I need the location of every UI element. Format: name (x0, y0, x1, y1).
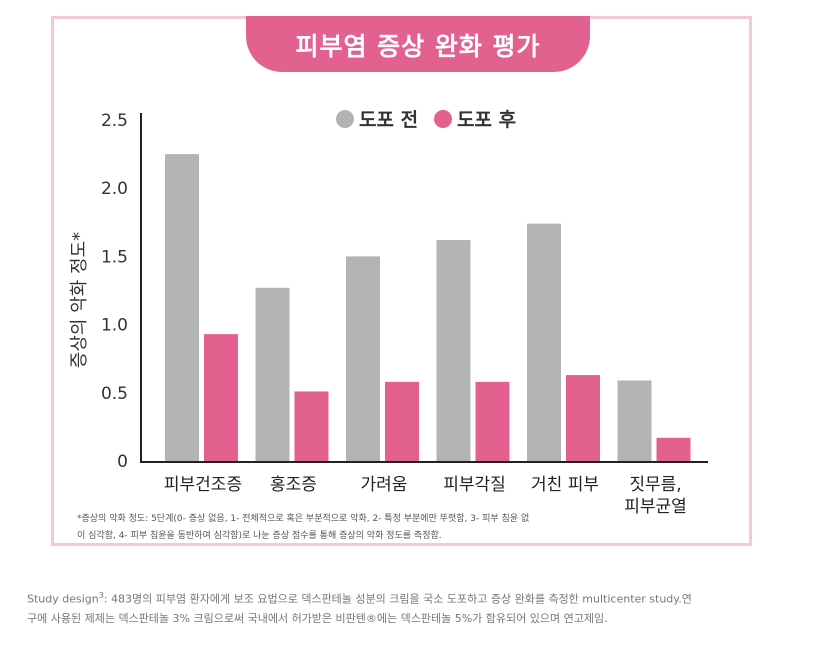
legend-label: 도포 전 (359, 109, 418, 131)
bar-after (475, 381, 510, 461)
study-prefix: Study design (27, 592, 99, 606)
x-tick-label: 가려움 (361, 475, 408, 495)
y-tick-label: 0 (117, 452, 128, 472)
bar-before (165, 154, 199, 461)
study-line-1-text: : 483명의 피부염 환자에게 보조 요법으로 덱스판테놀 성분의 크림을 국… (103, 592, 692, 606)
bar-after (385, 381, 419, 461)
x-tick-label: 짓무름, (629, 475, 681, 495)
study-design-note: Study design3: 483명의 피부염 환자에게 보조 요법으로 덱스… (27, 586, 797, 628)
bar-after (294, 391, 329, 461)
y-tick-label: 0.5 (101, 384, 128, 404)
y-tick-label: 2.5 (101, 111, 128, 131)
y-tick-label: 1.5 (101, 247, 128, 267)
footnote-line-1: *증상의 악화 정도: 5단계(0- 증상 없음, 1- 전체적으로 혹은 부분… (77, 514, 530, 524)
title-banner: 피부염 증상 완화 평가 (246, 16, 590, 72)
bar-after (204, 334, 238, 461)
bar-before (436, 240, 471, 461)
study-line-1: Study design3: 483명의 피부염 환자에게 보조 요법으로 덱스… (27, 586, 797, 609)
bar-after (566, 375, 600, 461)
study-line-2: 구에 사용된 제제는 덱스판테놀 3% 크림으로써 국내에서 허가받은 비판텐®… (27, 611, 608, 625)
x-tick-label: 피부각질 (443, 475, 506, 495)
bar-after (656, 437, 691, 461)
y-axis-label: 증상의 악화 정도* (69, 232, 90, 368)
study-reference: 3 (98, 591, 104, 600)
y-tick-label: 1.0 (101, 316, 128, 336)
chart-footnote: *증상의 악화 정도: 5단계(0- 증상 없음, 1- 전체적으로 혹은 부분… (77, 511, 697, 545)
x-tick-label: 거친 피부 (531, 475, 599, 495)
bar-before (617, 380, 652, 461)
chart-title: 피부염 증상 완화 평가 (295, 32, 541, 61)
bar-before (255, 287, 290, 461)
bar-before (527, 223, 561, 461)
legend-marker (434, 110, 452, 128)
x-tick-label: 피부건조증 (164, 475, 242, 495)
x-tick-label: 홍조증 (270, 475, 317, 495)
bar-before (346, 256, 380, 461)
legend-label: 도포 후 (457, 109, 516, 131)
x-tick-label: 피부균열 (624, 497, 687, 517)
footnote-line-2: 이 심각함, 4- 피부 침윤을 동반하여 심각함)로 나눈 증상 점수를 통해… (77, 531, 442, 541)
legend-marker (336, 110, 354, 128)
y-tick-label: 2.0 (101, 179, 128, 199)
